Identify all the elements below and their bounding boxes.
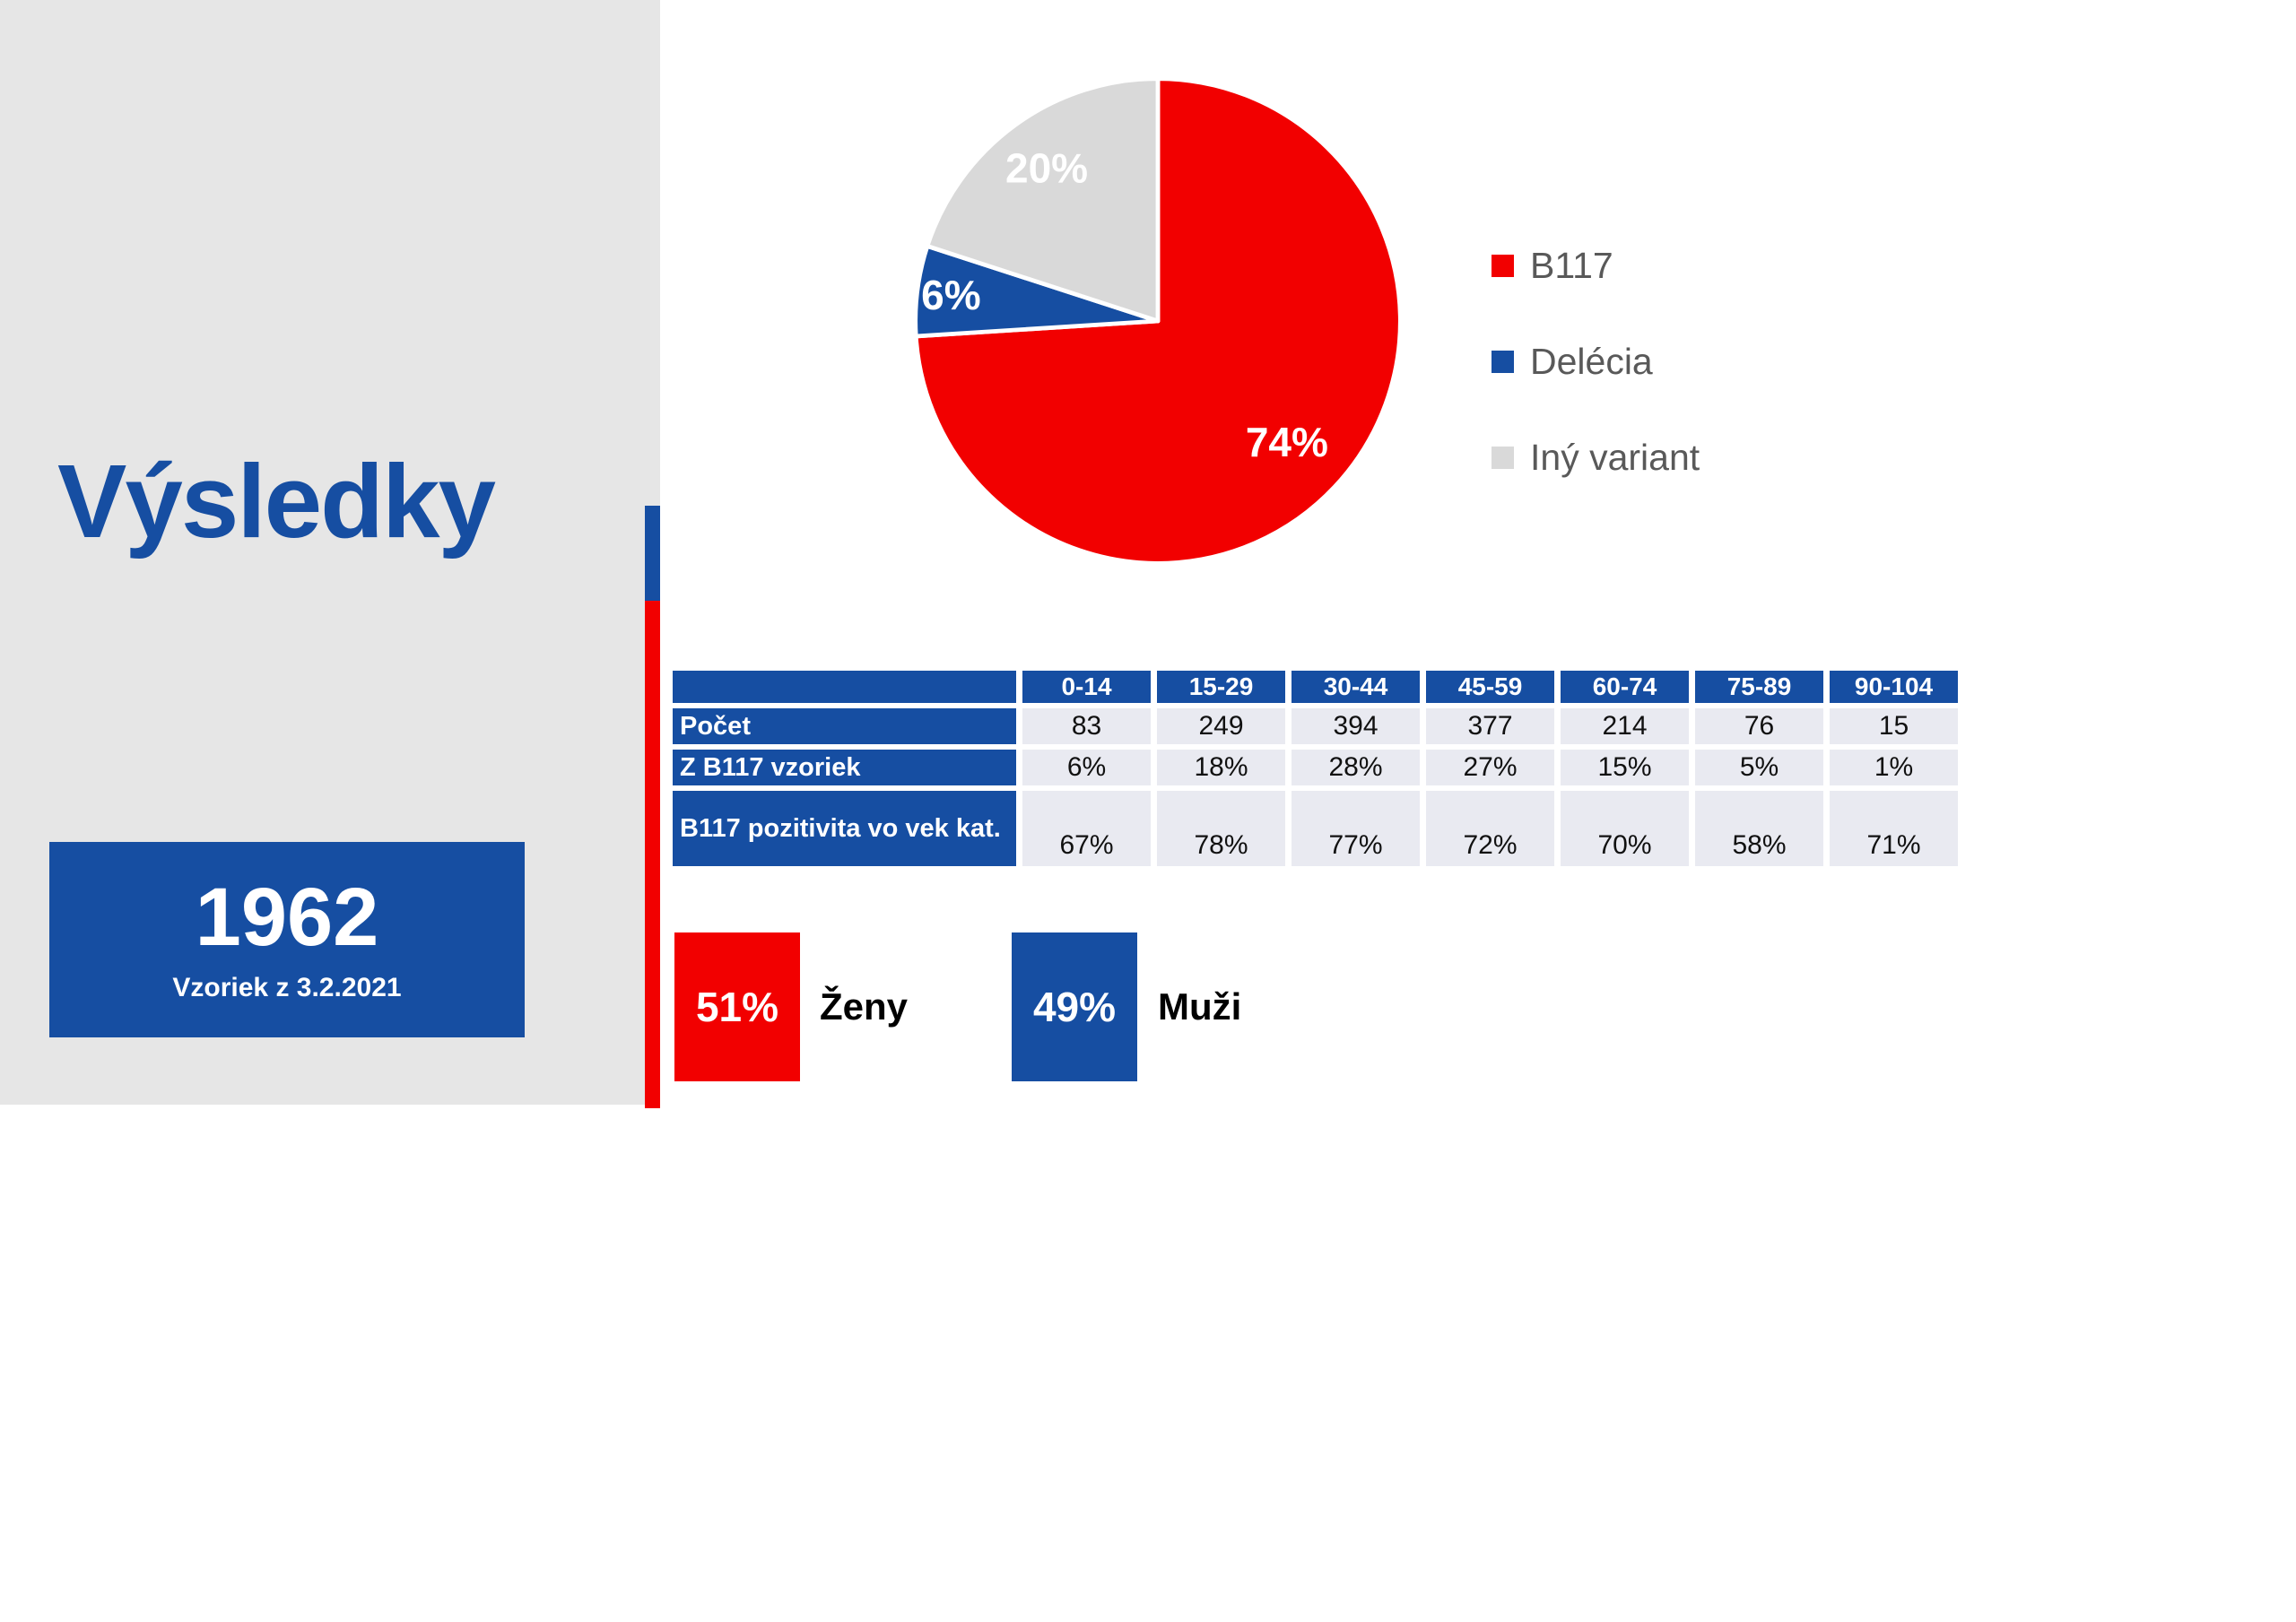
legend-swatch-iny-variant <box>1492 447 1514 469</box>
sample-count-value: 1962 <box>195 872 379 963</box>
gender-pct-women: 51% <box>695 984 779 1030</box>
legend-swatch-delecia <box>1492 351 1514 373</box>
pie-slice-label: 6% <box>921 272 980 318</box>
legend-item-b117: B117 <box>1492 247 1700 284</box>
pie-chart: 74% 6% 20% <box>913 76 1403 566</box>
legend-label: B117 <box>1530 245 1613 286</box>
table-cell: 394 <box>1292 708 1420 744</box>
table-cell: 5% <box>1695 750 1823 785</box>
row-label-b117-pozitivita: B117 pozitivita vo vek kat. <box>673 791 1016 866</box>
table-cell: 70% <box>1561 791 1689 866</box>
table-cell: 18% <box>1157 750 1285 785</box>
table-cell: 15% <box>1561 750 1689 785</box>
table-cell: 77% <box>1292 791 1420 866</box>
pie-legend: B117 Delécia Iný variant <box>1492 247 1700 476</box>
row-label-z-b117-vzoriek: Z B117 vzoriek <box>673 750 1016 785</box>
column-header-75-89: 75-89 <box>1695 671 1823 703</box>
table-cell: 76 <box>1695 708 1823 744</box>
sample-count-caption: Vzoriek z 3.2.2021 <box>172 973 402 1002</box>
legend-label: Iný variant <box>1530 437 1700 478</box>
gender-label-women: Ženy <box>820 985 909 1028</box>
column-header-30-44: 30-44 <box>1292 671 1420 703</box>
legend-item-delecia: Delécia <box>1492 343 1700 380</box>
table-cell: 6% <box>1022 750 1151 785</box>
table-cell: 83 <box>1022 708 1151 744</box>
table-cell: 58% <box>1695 791 1823 866</box>
gender-stat-men: 49% <box>1012 932 1137 1081</box>
table-corner-cell <box>673 671 1016 703</box>
accent-bar-red <box>645 601 660 1108</box>
legend-swatch-b117 <box>1492 255 1514 277</box>
pie-slice-label: 20% <box>1005 144 1088 191</box>
table-cell: 78% <box>1157 791 1285 866</box>
accent-bar-blue <box>645 506 660 601</box>
column-header-0-14: 0-14 <box>1022 671 1151 703</box>
row-label-pocet: Počet <box>673 708 1016 744</box>
table-cell: 71% <box>1830 791 1958 866</box>
legend-label: Delécia <box>1530 341 1653 382</box>
table-cell: 27% <box>1426 750 1554 785</box>
pie-slice-label: 74% <box>1246 419 1328 465</box>
column-header-90-104: 90-104 <box>1830 671 1958 703</box>
table-cell: 15 <box>1830 708 1958 744</box>
table-cell: 249 <box>1157 708 1285 744</box>
column-header-45-59: 45-59 <box>1426 671 1554 703</box>
column-header-15-29: 15-29 <box>1157 671 1285 703</box>
pie-slice-in-variant <box>925 76 1161 324</box>
table-cell: 377 <box>1426 708 1554 744</box>
table-cell: 214 <box>1561 708 1689 744</box>
table-cell: 72% <box>1426 791 1554 866</box>
sample-count-box: 1962 Vzoriek z 3.2.2021 <box>49 842 525 1037</box>
table-cell: 67% <box>1022 791 1151 866</box>
slide-title: Výsledky <box>57 443 496 559</box>
table-cell: 28% <box>1292 750 1420 785</box>
gender-pct-men: 49% <box>1032 984 1117 1030</box>
age-table: 0-14 15-29 30-44 45-59 60-74 75-89 90-10… <box>673 671 1958 866</box>
legend-item-iny-variant: Iný variant <box>1492 439 1700 476</box>
gender-label-men: Muži <box>1158 985 1242 1028</box>
gender-stat-women: 51% <box>674 932 800 1081</box>
column-header-60-74: 60-74 <box>1561 671 1689 703</box>
table-cell: 1% <box>1830 750 1958 785</box>
variant-pie-chart-wrap: 74% 6% 20% <box>909 72 1407 570</box>
